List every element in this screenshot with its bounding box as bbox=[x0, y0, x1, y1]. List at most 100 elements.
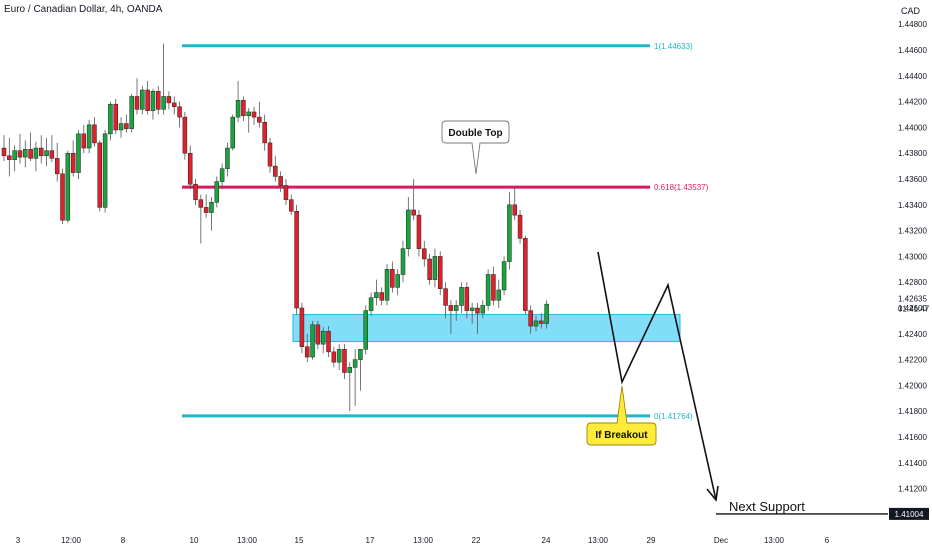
candle-53 bbox=[283, 179, 289, 205]
x-tick-label: 22 bbox=[472, 536, 481, 545]
y-tick-label: 1.43600 bbox=[898, 175, 927, 184]
candle-95 bbox=[507, 191, 512, 270]
candle-45 bbox=[241, 96, 246, 121]
candle-body bbox=[315, 324, 321, 345]
candle-body bbox=[368, 297, 374, 311]
y-tick-label: 1.43000 bbox=[898, 252, 927, 261]
candle-body bbox=[289, 199, 294, 212]
candle-body bbox=[432, 256, 438, 280]
candle-84 bbox=[448, 300, 454, 334]
candle-body bbox=[108, 103, 113, 135]
candle-body bbox=[496, 289, 502, 301]
y-tick-label: 1.42800 bbox=[898, 278, 927, 287]
time-axis[interactable]: 3 12:00 8 10 13:00 15 17 13:00 22 24 13:00 29 Dec 13:… bbox=[16, 536, 830, 545]
candle-body bbox=[241, 100, 246, 117]
candle-body bbox=[60, 173, 65, 221]
candle-25 bbox=[134, 78, 140, 115]
candle-58 bbox=[310, 320, 315, 360]
candle-body bbox=[320, 330, 326, 345]
candle-body bbox=[528, 310, 533, 327]
candle-body bbox=[485, 274, 491, 306]
candle-15 bbox=[81, 124, 87, 154]
next-support-tag bbox=[889, 507, 929, 520]
candle-1 bbox=[7, 137, 12, 177]
y-tick-label: 1.43200 bbox=[898, 227, 927, 236]
candle-50 bbox=[267, 137, 273, 173]
candle-90 bbox=[480, 300, 486, 319]
candle-body bbox=[12, 150, 17, 160]
candle-62 bbox=[331, 346, 337, 368]
candle-body bbox=[523, 238, 528, 311]
fib-levels-layer: 1(1.44633) 0.618(1.43537) 0(1.41764) bbox=[182, 42, 709, 421]
candle-10 bbox=[54, 142, 60, 182]
price-axis[interactable]: 1.44800 1.44600 1.44400 1.44200 1.44000 1.438… bbox=[889, 20, 930, 520]
candle-65 bbox=[347, 362, 353, 412]
candle-92 bbox=[491, 266, 496, 306]
currency-label: CAD bbox=[900, 6, 920, 16]
candle-body bbox=[278, 176, 283, 186]
candle-body bbox=[246, 111, 251, 117]
candle-27 bbox=[145, 80, 150, 115]
candle-body bbox=[464, 287, 470, 311]
x-tick-label: Dec bbox=[714, 536, 728, 545]
x-tick-label: 13:00 bbox=[764, 536, 785, 545]
y-tick-label: 1.41800 bbox=[898, 407, 927, 416]
candle-body bbox=[539, 320, 544, 324]
candle-19 bbox=[102, 129, 108, 213]
candle-40 bbox=[214, 176, 220, 208]
y-tick-label: 1.41600 bbox=[898, 433, 927, 442]
candle-4 bbox=[23, 140, 28, 168]
last-price-label: 1.42635 bbox=[898, 295, 927, 304]
candle-body bbox=[304, 346, 310, 358]
y-tick-label: 1.44000 bbox=[898, 123, 927, 132]
candle-body bbox=[384, 269, 390, 301]
candle-body bbox=[214, 181, 220, 203]
candle-64 bbox=[342, 344, 347, 379]
candle-body bbox=[480, 305, 486, 314]
if-breakout-label: If Breakout bbox=[595, 430, 648, 441]
candle-8 bbox=[44, 137, 49, 167]
candle-29 bbox=[156, 86, 161, 115]
candle-100 bbox=[533, 315, 539, 332]
x-tick-label: 10 bbox=[190, 536, 199, 545]
x-tick-label: 24 bbox=[542, 536, 551, 545]
candle-16 bbox=[86, 119, 92, 154]
candle-body bbox=[86, 124, 92, 149]
candle-91 bbox=[485, 269, 491, 311]
candle-body bbox=[416, 214, 422, 249]
y-tick-label: 1.41400 bbox=[898, 459, 927, 468]
candle-body bbox=[1, 147, 7, 157]
candle-body bbox=[512, 204, 517, 216]
candle-33 bbox=[177, 101, 182, 128]
candle-body bbox=[283, 185, 289, 200]
y-tick-label: 1.42200 bbox=[898, 356, 927, 365]
candle-body bbox=[140, 89, 145, 110]
candle-32 bbox=[171, 96, 177, 115]
candle-body bbox=[193, 183, 198, 200]
if-breakout-callout bbox=[586, 385, 657, 446]
candle-body bbox=[225, 147, 230, 169]
candle-body bbox=[177, 106, 182, 118]
candle-56 bbox=[299, 302, 305, 354]
candle-12 bbox=[65, 150, 71, 223]
candle-24 bbox=[129, 93, 134, 133]
candle-body bbox=[406, 209, 411, 249]
candle-94 bbox=[501, 256, 507, 296]
support-zone bbox=[292, 313, 681, 343]
candle-body bbox=[28, 149, 33, 159]
y-tick-label: 1.42000 bbox=[898, 381, 927, 390]
candle-body bbox=[33, 147, 39, 159]
candle-body bbox=[475, 307, 480, 314]
candle-28 bbox=[150, 88, 156, 120]
candle-body bbox=[411, 209, 416, 216]
candle-body bbox=[166, 96, 172, 104]
candle-body bbox=[374, 292, 379, 298]
candle-37 bbox=[198, 194, 204, 244]
y-tick-label: 1.41200 bbox=[898, 485, 927, 494]
x-tick-label: 3 bbox=[16, 536, 21, 545]
x-tick-label: 8 bbox=[121, 536, 126, 545]
candle-body bbox=[517, 214, 523, 239]
candle-body bbox=[443, 288, 448, 306]
candle-69 bbox=[368, 292, 374, 316]
candle-13 bbox=[70, 140, 76, 177]
